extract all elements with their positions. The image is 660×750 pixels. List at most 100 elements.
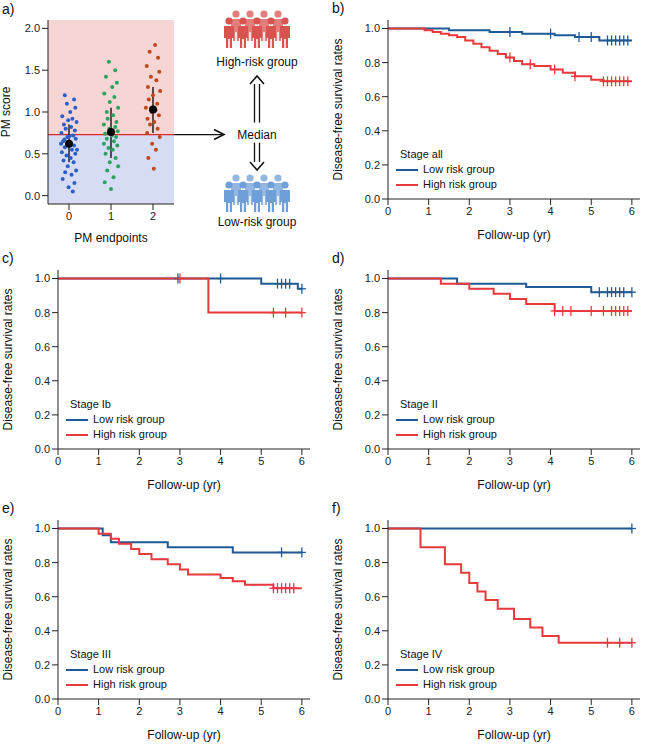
svg-text:0.8: 0.8 xyxy=(35,307,50,319)
svg-text:Follow-up (yr): Follow-up (yr) xyxy=(147,478,220,492)
svg-text:3: 3 xyxy=(507,455,513,467)
svg-text:2: 2 xyxy=(150,210,156,222)
svg-text:4: 4 xyxy=(548,205,554,217)
svg-text:0.5: 0.5 xyxy=(25,148,40,160)
svg-text:0: 0 xyxy=(66,210,72,222)
svg-text:0.4: 0.4 xyxy=(365,125,380,137)
svg-text:0.6: 0.6 xyxy=(35,591,50,603)
html-text:d): d) xyxy=(332,250,345,266)
svg-text:6: 6 xyxy=(299,455,305,467)
svg-text:0.0: 0.0 xyxy=(365,443,380,455)
svg-text:3: 3 xyxy=(507,205,513,217)
svg-text:1: 1 xyxy=(426,455,432,467)
html-text:High risk group: High risk group xyxy=(423,178,497,190)
svg-text:1: 1 xyxy=(426,205,432,217)
svg-text:0.0: 0.0 xyxy=(35,693,50,705)
svg-text:PM score: PM score xyxy=(0,86,13,137)
html-text:Low risk group: Low risk group xyxy=(423,163,495,175)
svg-text:6: 6 xyxy=(629,455,635,467)
svg-text:0.8: 0.8 xyxy=(365,557,380,569)
html-text:Stage Ib: Stage Ib xyxy=(70,398,111,410)
svg-text:1.0: 1.0 xyxy=(365,272,380,284)
svg-text:5: 5 xyxy=(588,705,594,717)
html-text:c): c) xyxy=(2,250,14,266)
svg-text:0: 0 xyxy=(55,455,61,467)
html-text:Stage all: Stage all xyxy=(400,148,443,160)
svg-text:4: 4 xyxy=(548,455,554,467)
svg-text:0: 0 xyxy=(55,705,61,717)
svg-text:5: 5 xyxy=(588,205,594,217)
svg-text:4: 4 xyxy=(218,705,224,717)
svg-text:2: 2 xyxy=(466,705,472,717)
svg-text:0.8: 0.8 xyxy=(35,557,50,569)
svg-text:1.0: 1.0 xyxy=(35,522,50,534)
svg-text:Follow-up (yr): Follow-up (yr) xyxy=(477,228,550,242)
html-text:Stage II: Stage II xyxy=(400,398,438,410)
svg-text:1.0: 1.0 xyxy=(25,106,40,118)
svg-text:High-risk group: High-risk group xyxy=(216,55,298,69)
svg-text:5: 5 xyxy=(258,705,264,717)
svg-text:0: 0 xyxy=(385,455,391,467)
svg-text:a): a) xyxy=(2,1,14,17)
svg-text:0.4: 0.4 xyxy=(365,375,380,387)
svg-text:0.8: 0.8 xyxy=(365,307,380,319)
svg-text:0: 0 xyxy=(385,705,391,717)
svg-text:1: 1 xyxy=(108,210,114,222)
svg-text:Low-risk group: Low-risk group xyxy=(218,215,297,229)
svg-text:Disease-free survival rates: Disease-free survival rates xyxy=(1,288,15,430)
svg-text:0.2: 0.2 xyxy=(35,659,50,671)
svg-text:0.0: 0.0 xyxy=(35,443,50,455)
svg-text:3: 3 xyxy=(507,705,513,717)
svg-text:0.4: 0.4 xyxy=(365,625,380,637)
svg-text:0.4: 0.4 xyxy=(35,375,50,387)
svg-text:1.5: 1.5 xyxy=(25,64,40,76)
html-text:e): e) xyxy=(2,500,15,516)
html-text:b): b) xyxy=(332,0,345,16)
svg-text:Follow-up (yr): Follow-up (yr) xyxy=(477,728,550,742)
svg-text:2: 2 xyxy=(136,705,142,717)
html-text:Low risk group: Low risk group xyxy=(93,413,165,425)
svg-text:0.0: 0.0 xyxy=(365,193,380,205)
svg-text:5: 5 xyxy=(588,455,594,467)
svg-text:3: 3 xyxy=(177,455,183,467)
svg-text:4: 4 xyxy=(218,455,224,467)
svg-text:2: 2 xyxy=(466,455,472,467)
svg-text:0.2: 0.2 xyxy=(365,409,380,421)
svg-text:Disease-free survival rates: Disease-free survival rates xyxy=(1,538,15,680)
svg-text:PM endpoints: PM endpoints xyxy=(74,231,147,245)
svg-text:Follow-up (yr): Follow-up (yr) xyxy=(477,478,550,492)
svg-text:2: 2 xyxy=(136,455,142,467)
svg-text:0.6: 0.6 xyxy=(365,91,380,103)
html-text:High risk group: High risk group xyxy=(93,428,167,440)
svg-text:Median: Median xyxy=(237,128,276,142)
svg-text:Disease-free survival rates: Disease-free survival rates xyxy=(331,288,345,430)
svg-text:0: 0 xyxy=(385,205,391,217)
svg-text:1: 1 xyxy=(426,705,432,717)
svg-text:0.4: 0.4 xyxy=(35,625,50,637)
svg-text:6: 6 xyxy=(629,205,635,217)
svg-text:6: 6 xyxy=(299,705,305,717)
svg-text:0.0: 0.0 xyxy=(365,693,380,705)
svg-text:0.6: 0.6 xyxy=(35,341,50,353)
svg-text:0.6: 0.6 xyxy=(365,341,380,353)
svg-text:1: 1 xyxy=(96,455,102,467)
svg-text:4: 4 xyxy=(548,705,554,717)
svg-text:Disease-free survival rates: Disease-free survival rates xyxy=(331,538,345,680)
svg-text:1: 1 xyxy=(96,705,102,717)
svg-text:2: 2 xyxy=(466,205,472,217)
svg-text:2.0: 2.0 xyxy=(25,22,40,34)
svg-text:0.8: 0.8 xyxy=(365,57,380,69)
svg-text:Follow-up (yr): Follow-up (yr) xyxy=(147,728,220,742)
svg-text:6: 6 xyxy=(629,705,635,717)
svg-text:0.2: 0.2 xyxy=(35,409,50,421)
svg-text:3: 3 xyxy=(177,705,183,717)
svg-text:0.0: 0.0 xyxy=(25,190,40,202)
svg-text:Disease-free survival rates: Disease-free survival rates xyxy=(331,38,345,180)
svg-text:1.0: 1.0 xyxy=(35,272,50,284)
svg-text:1.0: 1.0 xyxy=(365,522,380,534)
svg-text:0.2: 0.2 xyxy=(365,659,380,671)
svg-text:0.2: 0.2 xyxy=(365,159,380,171)
svg-text:1.0: 1.0 xyxy=(365,22,380,34)
svg-text:5: 5 xyxy=(258,455,264,467)
svg-text:0.6: 0.6 xyxy=(365,591,380,603)
